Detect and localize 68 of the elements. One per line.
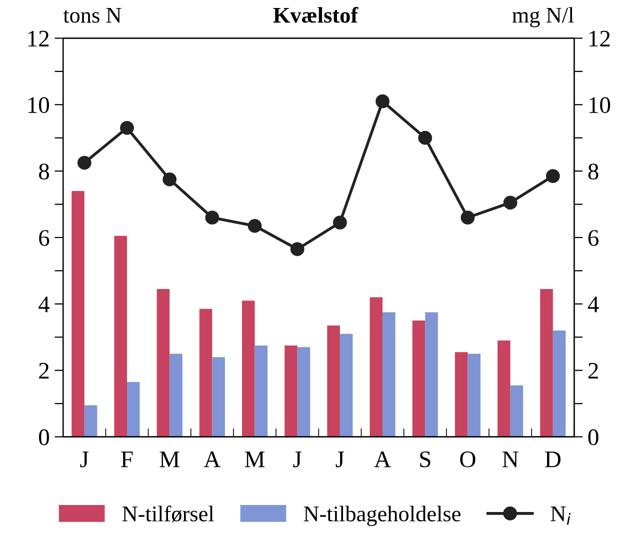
bar xyxy=(552,330,566,437)
y2-tick-label: 6 xyxy=(588,230,599,246)
bar xyxy=(340,334,353,437)
x-tick-label: M xyxy=(244,452,265,468)
point xyxy=(290,242,304,256)
y-tick-label: 4 xyxy=(38,296,50,312)
point xyxy=(120,120,134,135)
x-tick-label: A xyxy=(374,451,391,468)
bar xyxy=(498,340,510,437)
x-tick-label: D xyxy=(545,452,560,468)
point xyxy=(162,172,177,186)
y-tick-label: 2 xyxy=(39,362,49,379)
legend-label: N-tilførsel xyxy=(122,506,214,522)
x-tick-label: A xyxy=(204,451,221,468)
chart-title: Kvælstof xyxy=(273,6,358,23)
bar xyxy=(84,405,98,437)
x-tick-label: M xyxy=(160,452,180,468)
point xyxy=(546,169,560,184)
y2-tick-label: 10 xyxy=(589,97,610,114)
x-tick-label: N xyxy=(502,452,518,468)
point xyxy=(77,156,92,170)
bar xyxy=(425,312,438,437)
bar xyxy=(540,288,553,437)
bar xyxy=(382,312,396,437)
y-tick-label: 10 xyxy=(28,97,50,114)
point xyxy=(418,130,432,145)
y-tick-label: 8 xyxy=(39,164,50,180)
x-tick-label: J xyxy=(293,452,302,468)
bar xyxy=(114,236,127,437)
x-tick-label: O xyxy=(460,451,476,468)
bar xyxy=(72,191,84,437)
bar xyxy=(170,354,182,437)
point xyxy=(333,216,347,230)
point xyxy=(205,210,220,225)
point xyxy=(503,196,518,210)
bar xyxy=(254,345,268,437)
x-tick-label: F xyxy=(121,452,133,468)
bar xyxy=(370,297,383,437)
bar xyxy=(468,354,481,437)
bar xyxy=(156,288,170,437)
bar xyxy=(242,300,255,437)
bar xyxy=(212,357,225,437)
y2-tick-label: 2 xyxy=(588,362,598,379)
legend-label: N-tilbageholdelse xyxy=(304,506,460,526)
bar xyxy=(297,347,310,437)
bar xyxy=(327,326,340,437)
x-tick-label: S xyxy=(420,451,430,468)
legend-label: N$_{i}$ xyxy=(550,506,571,525)
point xyxy=(248,218,262,233)
y2-tick-label: 4 xyxy=(588,296,599,312)
y-tick-label: 12 xyxy=(28,30,49,46)
y2-axis-title: mg N/l xyxy=(512,7,574,28)
bar xyxy=(126,382,140,437)
x-tick-label: J xyxy=(336,452,344,468)
bar xyxy=(199,308,212,437)
bar xyxy=(412,320,426,437)
point xyxy=(376,94,390,108)
y2-tick-label: 8 xyxy=(588,164,598,180)
y-tick-label: 0 xyxy=(39,429,50,446)
x-tick-label: J xyxy=(80,452,88,468)
y-axis-title: tons N xyxy=(63,8,122,23)
point xyxy=(460,210,475,225)
bar xyxy=(454,352,468,437)
bar xyxy=(284,345,298,437)
bar xyxy=(510,385,524,437)
y2-tick-label: 12 xyxy=(589,30,610,46)
y-tick-label: 6 xyxy=(39,230,50,246)
y2-tick-label: 0 xyxy=(588,429,598,446)
